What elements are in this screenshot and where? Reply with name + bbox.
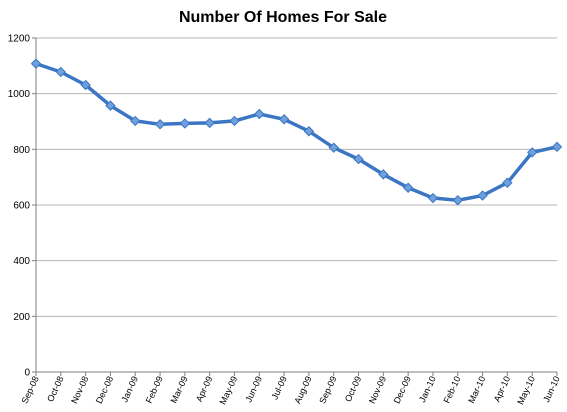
gridlines (36, 37, 557, 317)
data-point (477, 190, 488, 201)
y-tick-label: 0 (24, 368, 30, 379)
x-tick-label: Feb-10 (441, 375, 462, 405)
data-point (551, 141, 563, 153)
x-tick-label: May-10 (515, 375, 537, 406)
series-line (34, 61, 559, 203)
x-axis-ticks: Sep-08 Oct-08 Nov-08 Dec-08 Jan-09 Feb-09 Mar-… (19, 372, 562, 406)
x-tick-label: Oct-08 (45, 375, 65, 404)
x-tick-label: Jun-09 (243, 375, 264, 404)
data-point (105, 100, 116, 111)
data-point (402, 182, 414, 193)
x-tick-label: Nov-08 (69, 375, 90, 406)
data-point (204, 117, 215, 129)
data-point (427, 192, 439, 204)
x-tick-label: Apr-10 (492, 375, 512, 404)
data-point (55, 66, 67, 78)
data-point (229, 115, 240, 127)
data-point (328, 142, 339, 153)
y-tick-label: 600 (13, 201, 30, 212)
data-point (179, 118, 191, 129)
chart-title: Number Of Homes For Sale (179, 9, 387, 26)
data-point (502, 177, 513, 188)
data-point (526, 147, 538, 158)
data-point (303, 126, 315, 137)
x-tick-label: Aug-09 (292, 375, 313, 406)
data-point (154, 119, 166, 130)
data-point (30, 58, 42, 69)
y-tick-label: 1200 (8, 34, 31, 45)
x-tick-label: Mar-09 (169, 375, 190, 405)
x-tick-label: Feb-09 (144, 375, 165, 405)
y-tick-label: 400 (13, 256, 30, 267)
y-axis-ticks: 0 200 400 600 800 1000 1200 (8, 34, 36, 379)
x-tick-label: Sep-09 (317, 375, 338, 406)
data-point (130, 115, 141, 127)
x-tick-label: Sep-08 (19, 375, 40, 406)
data-point (353, 153, 364, 165)
x-tick-label: Dec-09 (392, 375, 413, 406)
y-tick-label: 800 (13, 145, 30, 156)
x-tick-label: Oct-09 (343, 375, 363, 404)
x-tick-label: Jan-10 (417, 375, 438, 404)
x-tick-label: Mar-10 (466, 375, 487, 405)
x-tick-label: Apr-09 (194, 375, 214, 404)
x-tick-label: Dec-08 (94, 375, 115, 406)
series-group (30, 58, 563, 206)
x-tick-label: Jan-09 (119, 375, 140, 404)
data-point (254, 108, 265, 120)
data-point (452, 195, 463, 206)
x-tick-label: Jun-10 (541, 375, 562, 404)
y-tick-label: 200 (13, 312, 30, 323)
x-tick-label: Jul-09 (269, 375, 288, 401)
data-point (80, 79, 91, 91)
y-tick-label: 1000 (8, 89, 31, 100)
data-point (278, 114, 290, 125)
x-tick-label: Nov-09 (367, 375, 388, 406)
data-point (378, 169, 389, 180)
x-tick-label: May-09 (218, 375, 240, 406)
